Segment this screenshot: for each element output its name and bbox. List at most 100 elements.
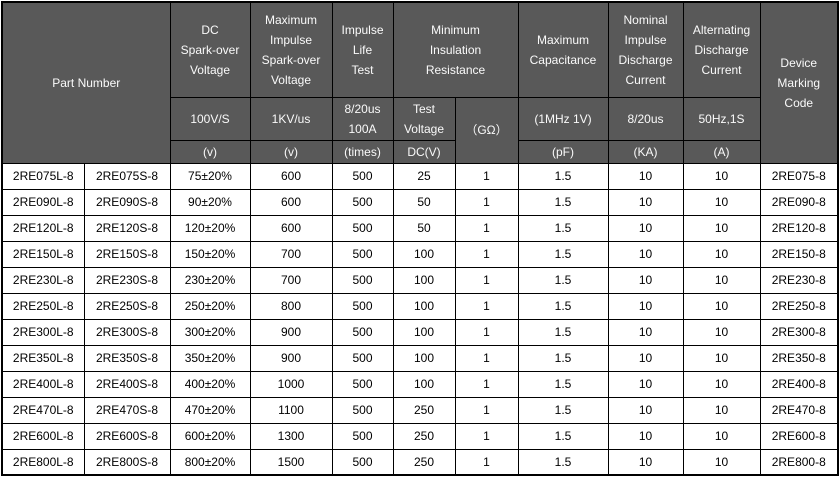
table-cell: 1: [454, 344, 519, 372]
table-row: 2RE400L-8 2RE400S-8 400±20% 1000 500 100 1 1.5 1…: [1, 370, 839, 398]
table-cell: 10: [607, 214, 684, 242]
table-cell: 2RE150-8: [759, 240, 839, 268]
table-cell: 700: [249, 240, 333, 268]
unit-max-capacitance: (pF): [517, 139, 609, 164]
table-row: 2RE075L-8 2RE075S-8 75±20% 600 500 25 1 1.5 10 10…: [1, 162, 839, 190]
table-cell: 2RE600-8: [759, 422, 839, 450]
table-cell: 10: [682, 370, 761, 398]
table-cell: 10: [607, 370, 684, 398]
table-cell: 2RE400S-8: [83, 370, 171, 398]
table-cell: 2RE600L-8: [1, 422, 85, 450]
unit-alt-discharge: (A): [682, 139, 761, 164]
table-cell: 10: [607, 396, 684, 424]
table-body: 2RE075L-8 2RE075S-8 75±20% 600 500 25 1 1.5 10 10…: [1, 162, 839, 476]
cond-test-voltage: Test Voltage: [392, 96, 456, 141]
table-cell: 500: [331, 240, 394, 268]
table-cell: 10: [607, 266, 684, 294]
table-cell: 2RE230-8: [759, 266, 839, 294]
table-cell: 100: [392, 318, 456, 346]
table-cell: 900: [249, 344, 333, 372]
table-cell: 2RE090-8: [759, 188, 839, 216]
table-row: 2RE300L-8 2RE300S-8 300±20% 900 500 100 1 1.5 10…: [1, 318, 839, 346]
table-row: 2RE150L-8 2RE150S-8 150±20% 700 500 100 1 1.5 10…: [1, 240, 839, 268]
table-cell: 2RE470-8: [759, 396, 839, 424]
table-cell: 2RE300L-8: [1, 318, 85, 346]
table-cell: 600±20%: [169, 422, 251, 450]
table-cell: 2RE350-8: [759, 344, 839, 372]
table-cell: 1: [454, 188, 519, 216]
table-cell: 10: [682, 448, 761, 476]
table-cell: 100: [392, 292, 456, 320]
table-cell: 800±20%: [169, 448, 251, 476]
table-cell: 10: [682, 266, 761, 294]
table-cell: 250: [392, 422, 456, 450]
table-cell: 90±20%: [169, 188, 251, 216]
cond-max-impulse-sparkover: 1KV/us: [249, 96, 333, 141]
table-cell: 1: [454, 370, 519, 398]
col-header-min-insulation: Minimum Insulation Resistance: [392, 1, 519, 98]
table-cell: 10: [607, 318, 684, 346]
table-cell: 1.5: [517, 292, 609, 320]
table-cell: 1: [454, 448, 519, 476]
table-cell: 900: [249, 318, 333, 346]
table-cell: 1300: [249, 422, 333, 450]
table-cell: 10: [607, 292, 684, 320]
table-cell: 2RE230L-8: [1, 266, 85, 294]
table-cell: 10: [607, 344, 684, 372]
table-cell: 120±20%: [169, 214, 251, 242]
col-header-alt-discharge: Alternating Discharge Current: [682, 1, 761, 98]
table-cell: 250±20%: [169, 292, 251, 320]
col-header-dc-sparkover: DC Spark-over Voltage: [169, 1, 251, 98]
table-cell: 2RE250-8: [759, 292, 839, 320]
table-cell: 700: [249, 266, 333, 294]
table-cell: 10: [682, 240, 761, 268]
header-row-titles: Part Number DC Spark-over Voltage Maximu…: [1, 1, 839, 164]
table-cell: 2RE400-8: [759, 370, 839, 398]
table-cell: 25: [392, 162, 456, 190]
table-cell: 1: [454, 266, 519, 294]
col-header-impulse-life: Impulse Life Test: [331, 1, 394, 98]
table-cell: 500: [331, 266, 394, 294]
table-row: 2RE120L-8 2RE120S-8 120±20% 600 500 50 1 1.5 10 1…: [1, 214, 839, 242]
table-cell: 1.5: [517, 370, 609, 398]
table-row: 2RE470L-8 2RE470S-8 470±20% 1100 500 250 1 1.5 1…: [1, 396, 839, 424]
table-cell: 470±20%: [169, 396, 251, 424]
table-cell: 2RE470S-8: [83, 396, 171, 424]
table-cell: 100: [392, 240, 456, 268]
table-cell: 2RE400L-8: [1, 370, 85, 398]
col-header-max-impulse-sparkover: Maximum Impulse Spark-over Voltage: [249, 1, 333, 98]
table-cell: 1.5: [517, 344, 609, 372]
table-cell: 2RE075S-8: [83, 162, 171, 190]
cond-nominal-impulse: 8/20us: [607, 96, 684, 141]
cond-alt-discharge: 50Hz,1S: [682, 96, 761, 141]
table-cell: 500: [331, 396, 394, 424]
table-cell: 500: [331, 292, 394, 320]
table-cell: 2RE230S-8: [83, 266, 171, 294]
table-cell: 2RE600S-8: [83, 422, 171, 450]
table-cell: 1: [454, 318, 519, 346]
table-cell: 1100: [249, 396, 333, 424]
table-cell: 400±20%: [169, 370, 251, 398]
table-cell: 2RE250S-8: [83, 292, 171, 320]
table-cell: 2RE300S-8: [83, 318, 171, 346]
table-cell: 2RE090S-8: [83, 188, 171, 216]
table-cell: 1.5: [517, 318, 609, 346]
table-cell: 1.5: [517, 240, 609, 268]
table-cell: 500: [331, 422, 394, 450]
unit-impulse-life: (times): [331, 139, 394, 164]
table-cell: 10: [682, 344, 761, 372]
table-cell: 10: [682, 318, 761, 346]
table-cell: 1.5: [517, 162, 609, 190]
table-cell: 10: [607, 240, 684, 268]
table-cell: 10: [682, 292, 761, 320]
table-cell: 100: [392, 266, 456, 294]
col-header-device-marking: Device Marking Code: [759, 1, 839, 164]
table-cell: 500: [331, 318, 394, 346]
table-cell: 2RE800L-8: [1, 448, 85, 476]
table-cell: 1.5: [517, 448, 609, 476]
table-cell: 2RE120S-8: [83, 214, 171, 242]
table-cell: 50: [392, 214, 456, 242]
unit-dc-sparkover: (v): [169, 139, 251, 164]
table-cell: 600: [249, 162, 333, 190]
table-cell: 2RE350L-8: [1, 344, 85, 372]
